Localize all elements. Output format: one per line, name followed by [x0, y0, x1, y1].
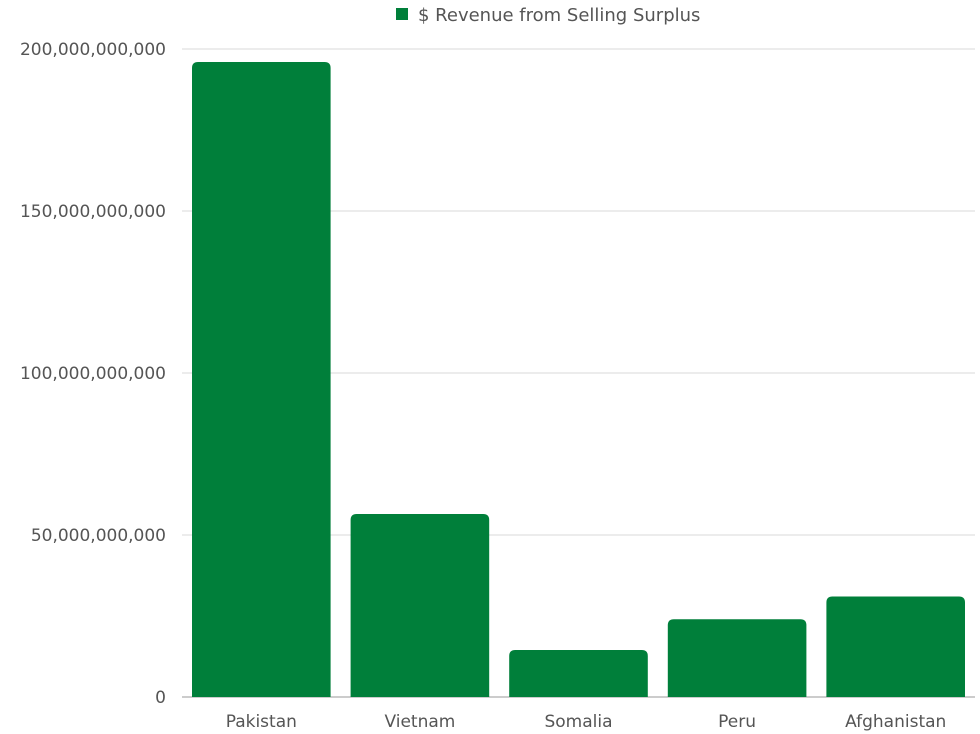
x-tick-label: Afghanistan	[845, 712, 946, 732]
legend: $ Revenue from Selling Surplus	[396, 5, 700, 26]
bar-pakistan	[192, 61, 331, 697]
bar-afghanistan	[826, 596, 965, 697]
legend-label: $ Revenue from Selling Surplus	[418, 5, 700, 26]
y-tick-label: 200,000,000,000	[20, 40, 166, 60]
x-axis-tick-labels: Pakistan Vietnam Somalia Peru Afghanistan	[226, 712, 947, 732]
bars	[192, 61, 965, 697]
x-tick-label: Vietnam	[384, 712, 455, 732]
bar-vietnam	[350, 513, 490, 697]
legend-swatch	[396, 8, 408, 20]
y-axis-tick-labels: 0 50,000,000,000 100,000,000,000 150,000,00…	[20, 40, 166, 708]
x-tick-label: Pakistan	[226, 712, 297, 732]
y-tick-label: 150,000,000,000	[20, 202, 166, 222]
x-tick-label: Somalia	[544, 712, 612, 732]
y-tick-label: 0	[155, 688, 166, 708]
y-tick-label: 50,000,000,000	[31, 526, 166, 546]
bar-peru	[667, 619, 807, 697]
x-tick-label: Peru	[718, 712, 756, 732]
bar-somalia	[509, 650, 648, 697]
y-tick-label: 100,000,000,000	[20, 364, 166, 384]
